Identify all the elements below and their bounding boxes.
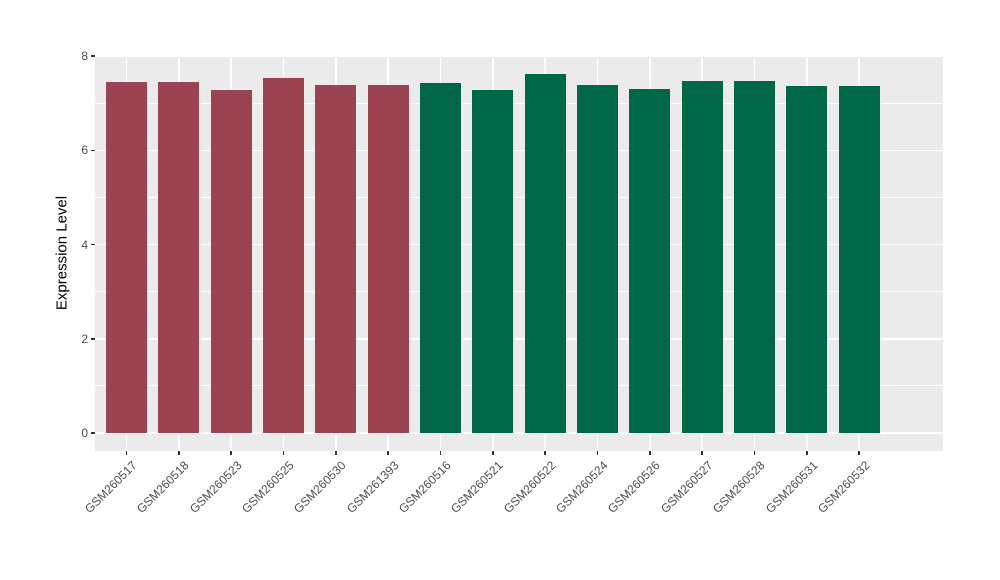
bar-GSM260524 — [577, 85, 619, 433]
y-tick-label-6: 6 — [81, 143, 88, 158]
x-tick-mark-GSM261393 — [387, 451, 389, 455]
x-tick-mark-GSM260531 — [806, 451, 808, 455]
plot-panel — [95, 56, 943, 451]
gridline-major-y-0 — [95, 432, 943, 434]
x-tick-mark-GSM260521 — [492, 451, 494, 455]
x-tick-mark-GSM260523 — [230, 451, 232, 455]
x-tick-label-GSM260522: GSM260522 — [500, 458, 559, 516]
x-tick-mark-GSM260518 — [178, 451, 180, 455]
gridline-minor-y-3 — [95, 291, 943, 293]
y-tick-mark-2 — [91, 338, 95, 340]
bar-GSM260527 — [681, 80, 723, 433]
x-tick-mark-GSM260522 — [544, 451, 546, 455]
y-tick-mark-0 — [91, 432, 95, 434]
x-tick-label-GSM260517: GSM260517 — [82, 458, 140, 516]
gridline-major-y-4 — [95, 243, 943, 246]
x-tick-label-GSM260525: GSM260525 — [239, 458, 297, 516]
bar-GSM261393 — [367, 85, 409, 433]
bar-GSM260525 — [262, 77, 304, 433]
x-tick-mark-GSM260527 — [701, 451, 703, 455]
gridline-minor-y-7 — [95, 102, 943, 104]
y-tick-label-2: 2 — [81, 331, 88, 346]
x-tick-label-GSM260527: GSM260527 — [657, 458, 716, 516]
x-tick-mark-GSM260526 — [649, 451, 651, 455]
y-axis-title: Expression Level — [53, 195, 71, 311]
x-tick-label-GSM261393: GSM261393 — [343, 458, 402, 516]
y-tick-mark-4 — [91, 243, 95, 246]
x-tick-mark-GSM260525 — [282, 451, 285, 455]
y-tick-label-4: 4 — [81, 237, 88, 252]
x-tick-label-GSM260521: GSM260521 — [448, 458, 507, 516]
bar-GSM260523 — [210, 89, 252, 433]
x-tick-label-GSM260530: GSM260530 — [291, 458, 349, 516]
gridline-major-y-6 — [95, 149, 943, 151]
gridline-minor-y-5 — [95, 196, 943, 198]
bar-GSM260526 — [629, 88, 671, 433]
gridline-major-y-8 — [95, 56, 943, 57]
x-tick-mark-GSM260530 — [335, 451, 337, 455]
x-tick-mark-GSM260524 — [596, 451, 599, 455]
x-tick-label-GSM260523: GSM260523 — [186, 458, 245, 516]
x-tick-label-GSM260526: GSM260526 — [605, 458, 664, 516]
y-tick-mark-8 — [91, 55, 95, 57]
x-tick-label-GSM260528: GSM260528 — [710, 458, 768, 516]
bar-GSM260530 — [315, 84, 357, 433]
gridline-major-y-2 — [95, 338, 943, 340]
x-tick-label-GSM260531: GSM260531 — [762, 458, 821, 516]
y-tick-label-0: 0 — [81, 426, 88, 440]
x-tick-label-GSM260518: GSM260518 — [134, 458, 192, 516]
bar-GSM260532 — [838, 86, 880, 433]
bar-GSM260517 — [105, 81, 147, 433]
x-tick-label-GSM260532: GSM260532 — [814, 458, 873, 516]
bar-GSM260516 — [419, 83, 461, 433]
bar-GSM260521 — [472, 90, 514, 433]
y-tick-mark-6 — [91, 149, 95, 151]
gridline-minor-y-1 — [95, 385, 943, 387]
y-tick-label-8: 8 — [81, 49, 88, 63]
x-tick-mark-GSM260517 — [125, 451, 128, 455]
x-tick-mark-GSM260516 — [439, 451, 442, 455]
x-tick-mark-GSM260532 — [858, 451, 860, 455]
x-tick-mark-GSM260528 — [753, 451, 756, 455]
x-tick-label-GSM260524: GSM260524 — [553, 458, 611, 516]
bar-GSM260528 — [734, 80, 776, 433]
bar-GSM260522 — [524, 74, 566, 433]
bar-GSM260531 — [786, 86, 828, 433]
bar-GSM260518 — [158, 81, 200, 433]
x-tick-label-GSM260516: GSM260516 — [396, 458, 454, 516]
